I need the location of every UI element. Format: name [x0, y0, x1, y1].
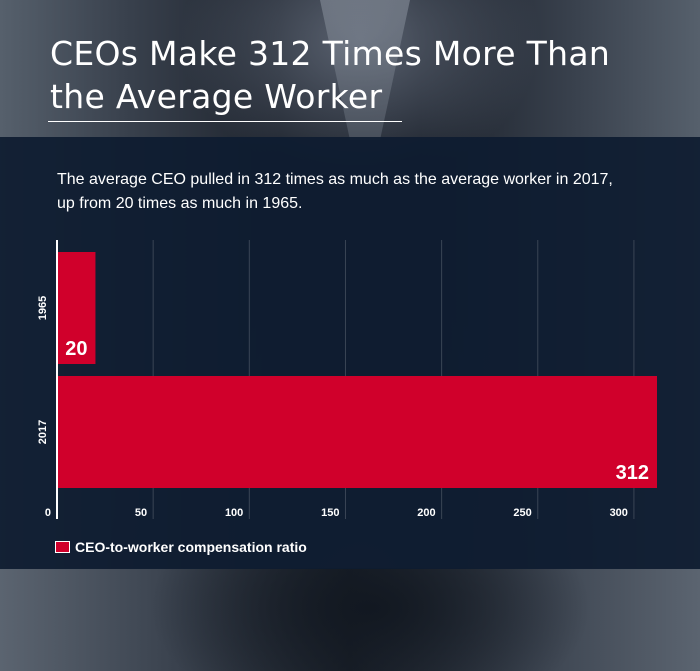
label-layer: 1965 20 2017 312 — [37, 296, 649, 484]
x-tick-label-250: 250 — [513, 507, 531, 519]
axis-layer: 0 50 100 150 200 250 300 — [45, 240, 628, 519]
chart-subtitle: The average CEO pulled in 312 times as m… — [57, 168, 657, 216]
x-tick-label-100: 100 — [225, 507, 243, 519]
legend-label: CEO-to-worker compensation ratio — [75, 539, 307, 555]
page-title-line-1: CEOs Make 312 Times More Than — [50, 34, 611, 73]
data-label-2017: 312 — [616, 462, 649, 484]
title-block: CEOs Make 312 Times More Than the Averag… — [50, 32, 650, 118]
page-title-line-2: the Average Worker — [50, 77, 383, 116]
bar-layer — [58, 252, 657, 488]
legend-swatch — [55, 541, 70, 553]
subtitle-line-1: The average CEO pulled in 312 times as m… — [57, 171, 613, 188]
y-category-label-1965: 1965 — [37, 296, 49, 320]
subtitle-line-2: up from 20 times as much in 1965. — [57, 195, 303, 212]
title-underline — [48, 121, 402, 122]
x-tick-label-300: 300 — [610, 507, 628, 519]
bar-1965 — [58, 252, 96, 364]
data-label-1965: 20 — [65, 338, 87, 360]
background-lower — [0, 568, 700, 671]
chart-panel — [0, 137, 700, 569]
bar-2017 — [58, 376, 657, 488]
x-tick-label-150: 150 — [321, 507, 339, 519]
x-tick-label-200: 200 — [417, 507, 435, 519]
chart-legend: CEO-to-worker compensation ratio — [55, 538, 307, 556]
x-tick-label-0: 0 — [45, 507, 51, 519]
y-category-label-2017: 2017 — [37, 420, 49, 444]
x-tick-label-50: 50 — [135, 507, 147, 519]
